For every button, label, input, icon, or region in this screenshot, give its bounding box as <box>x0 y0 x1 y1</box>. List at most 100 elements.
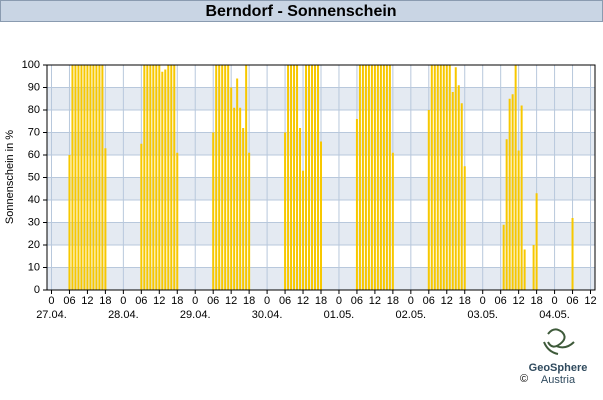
x-tick-label: 06 <box>423 295 435 307</box>
x-tick-label: 06 <box>566 295 578 307</box>
date-label: 02.05. <box>396 309 427 321</box>
bar <box>227 65 230 290</box>
date-label: 29.04. <box>180 309 211 321</box>
bar <box>457 85 460 290</box>
bar <box>155 65 158 290</box>
logo-country: Austria <box>541 374 576 386</box>
bar <box>242 128 245 290</box>
y-tick-label: 50 <box>28 171 40 183</box>
y-axis-label: Sonnenschein in % <box>4 130 16 224</box>
bar <box>376 65 379 290</box>
bar <box>71 65 74 290</box>
x-tick-label: 18 <box>530 295 542 307</box>
bar <box>74 65 77 290</box>
bar <box>320 141 322 290</box>
bar <box>430 65 433 290</box>
logo: GeoSphere Austria © <box>520 328 587 386</box>
bar <box>140 143 143 290</box>
bar <box>302 170 305 290</box>
x-tick-label: 0 <box>192 295 198 307</box>
bar <box>92 65 95 290</box>
bar <box>305 65 308 290</box>
x-tick-label: 06 <box>63 295 75 307</box>
bar <box>445 65 448 290</box>
bar <box>448 65 451 290</box>
y-tick-label: 10 <box>28 261 40 273</box>
x-tick-label: 06 <box>351 295 363 307</box>
bar <box>358 65 361 290</box>
x-tick-label: 06 <box>279 295 291 307</box>
x-tick-label: 12 <box>297 295 309 307</box>
bar <box>173 65 176 290</box>
bar <box>95 65 98 290</box>
bar <box>101 65 104 290</box>
bar <box>502 224 505 290</box>
bar <box>212 132 215 290</box>
bar <box>83 65 86 290</box>
bar <box>239 107 242 290</box>
y-tick-label: 70 <box>28 126 40 138</box>
bar <box>308 65 311 290</box>
bar <box>520 105 523 290</box>
x-tick-label: 0 <box>48 295 54 307</box>
bar <box>143 65 146 290</box>
bar <box>86 65 89 290</box>
bar <box>391 152 394 290</box>
x-tick-label: 12 <box>513 295 525 307</box>
bar <box>68 155 71 290</box>
bar <box>436 65 439 290</box>
bar <box>218 65 221 290</box>
bar <box>80 65 83 290</box>
bar <box>164 69 167 290</box>
bar <box>170 65 173 290</box>
bar <box>361 65 364 290</box>
x-tick-label: 06 <box>135 295 147 307</box>
bar <box>161 71 164 290</box>
y-tick-label: 30 <box>28 216 40 228</box>
x-tick-label: 12 <box>153 295 165 307</box>
bar <box>460 103 463 290</box>
bar <box>439 65 442 290</box>
bar <box>451 92 454 290</box>
bar <box>311 65 314 290</box>
bar <box>290 65 293 290</box>
bar <box>463 166 466 290</box>
bar <box>296 65 299 290</box>
bar <box>176 152 179 290</box>
bar <box>385 65 388 290</box>
bar <box>388 65 391 290</box>
x-tick-label: 12 <box>81 295 93 307</box>
x-tick-label: 18 <box>315 295 327 307</box>
x-tick-label: 12 <box>369 295 381 307</box>
x-tick-label: 0 <box>552 295 558 307</box>
bar <box>146 65 149 290</box>
y-tick-label: 0 <box>34 284 40 296</box>
date-label: 28.04. <box>108 309 139 321</box>
bar <box>287 65 290 290</box>
bar <box>382 65 385 290</box>
bar <box>454 67 457 290</box>
plot-border <box>46 64 596 291</box>
bar <box>355 119 358 290</box>
bar <box>104 148 107 290</box>
y-tick-label: 60 <box>28 149 40 161</box>
bar <box>221 65 224 290</box>
bar <box>230 87 233 290</box>
date-label: 27.04. <box>36 309 67 321</box>
bar <box>245 65 248 290</box>
x-tick-label: 0 <box>120 295 126 307</box>
x-tick-label: 12 <box>441 295 453 307</box>
copyright: © <box>520 373 528 385</box>
x-tick-label: 0 <box>336 295 342 307</box>
x-tick-label: 0 <box>408 295 414 307</box>
bar <box>89 65 92 290</box>
bar <box>379 65 382 290</box>
x-tick-label: 18 <box>243 295 255 307</box>
logo-icon <box>543 328 575 355</box>
bar <box>284 132 287 290</box>
y-tick-label: 90 <box>28 81 40 93</box>
bar <box>442 65 445 290</box>
x-tick-label: 0 <box>480 295 486 307</box>
x-tick-label: 06 <box>495 295 507 307</box>
